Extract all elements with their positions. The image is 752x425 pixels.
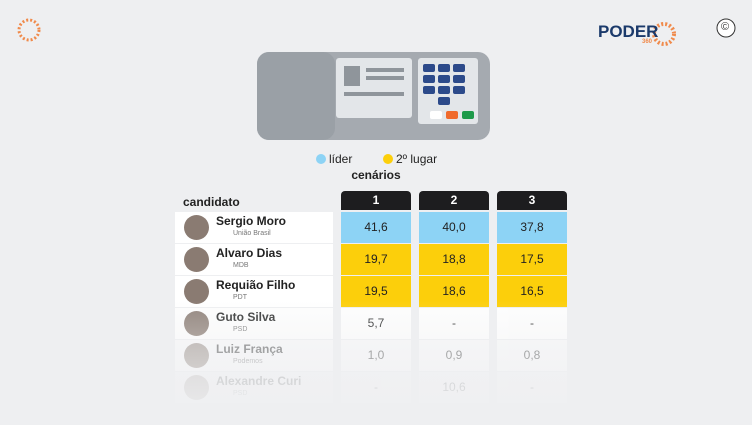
value-cell: 19,7: [341, 244, 411, 275]
key-white: [430, 111, 442, 119]
column-header: 1: [341, 191, 411, 210]
value-cell: -: [497, 372, 567, 403]
screen-line: [344, 92, 404, 96]
value-cell: 37,8: [497, 212, 567, 243]
candidate-name: Requião Filho: [216, 278, 296, 292]
candidate-cell: Requião Filho PDT: [175, 276, 333, 307]
avatar: [184, 215, 209, 240]
logo-sun: [652, 22, 676, 46]
avatar: [184, 279, 209, 304]
copyright: ©: [721, 21, 730, 33]
value-cell: 40,0: [419, 212, 489, 243]
value-cell: 5,7: [341, 308, 411, 339]
value-cell: 0,9: [419, 340, 489, 371]
legend-swatch: [383, 154, 393, 164]
legend-label: 2º lugar: [396, 152, 438, 166]
value-cell: 16,5: [497, 276, 567, 307]
value-cell: -: [497, 308, 567, 339]
candidate-name: Guto Silva: [216, 310, 276, 324]
copyright-ring: [716, 18, 736, 38]
candidate-name: Alvaro Dias: [216, 246, 283, 260]
party-name: Podemos: [233, 358, 263, 365]
candidate-cell: Alexandre Curi PSD: [175, 372, 333, 403]
candidate-name: Luiz França: [216, 342, 283, 356]
value-cell: 0,8: [497, 340, 567, 371]
candidate-cell: Luiz França Podemos: [175, 340, 333, 371]
corner-label: candidato: [183, 195, 240, 209]
machine-left: [257, 52, 335, 140]
screen-line: [366, 68, 404, 72]
avatar: [184, 375, 209, 400]
avatar: [184, 343, 209, 368]
candidate-name: Sergio Moro: [216, 214, 287, 228]
value-cell: 19,5: [341, 276, 411, 307]
value-cell: -: [419, 308, 489, 339]
candidate-cell: Alvaro Dias MDB: [175, 244, 333, 275]
party-name: PSD: [233, 390, 248, 397]
logo-mark: [17, 18, 41, 42]
candidate-cell: Guto Silva PSD: [175, 308, 333, 339]
brand-sub: 360: [642, 39, 653, 45]
party-name: PDT: [233, 294, 247, 301]
table-title: cenários: [351, 168, 401, 182]
brand-name: PODER: [598, 22, 659, 41]
value-cell: 1,0: [341, 340, 411, 371]
candidate-name: Alexandre Curi: [216, 374, 302, 388]
avatar: [184, 247, 209, 272]
party-name: PSD: [233, 326, 248, 333]
key-orange: [446, 111, 458, 119]
avatar: [184, 311, 209, 336]
party-name: MDB: [233, 262, 249, 269]
candidate-cell: Sergio Moro União Brasil: [175, 212, 333, 243]
keys: [423, 64, 465, 105]
legend-swatch: [316, 154, 326, 164]
screen-photo: [344, 66, 360, 86]
value-cell: -: [341, 372, 411, 403]
key-green: [462, 111, 474, 119]
column-header: 3: [497, 191, 567, 210]
value-cell: 18,6: [419, 276, 489, 307]
value-cell: 41,6: [341, 212, 411, 243]
party-name: União Brasil: [233, 230, 271, 237]
value-cell: 10,6: [419, 372, 489, 403]
column-header: 2: [419, 191, 489, 210]
legend-label: líder: [329, 152, 353, 166]
screen-line: [366, 76, 404, 80]
value-cell: 18,8: [419, 244, 489, 275]
value-cell: 17,5: [497, 244, 567, 275]
